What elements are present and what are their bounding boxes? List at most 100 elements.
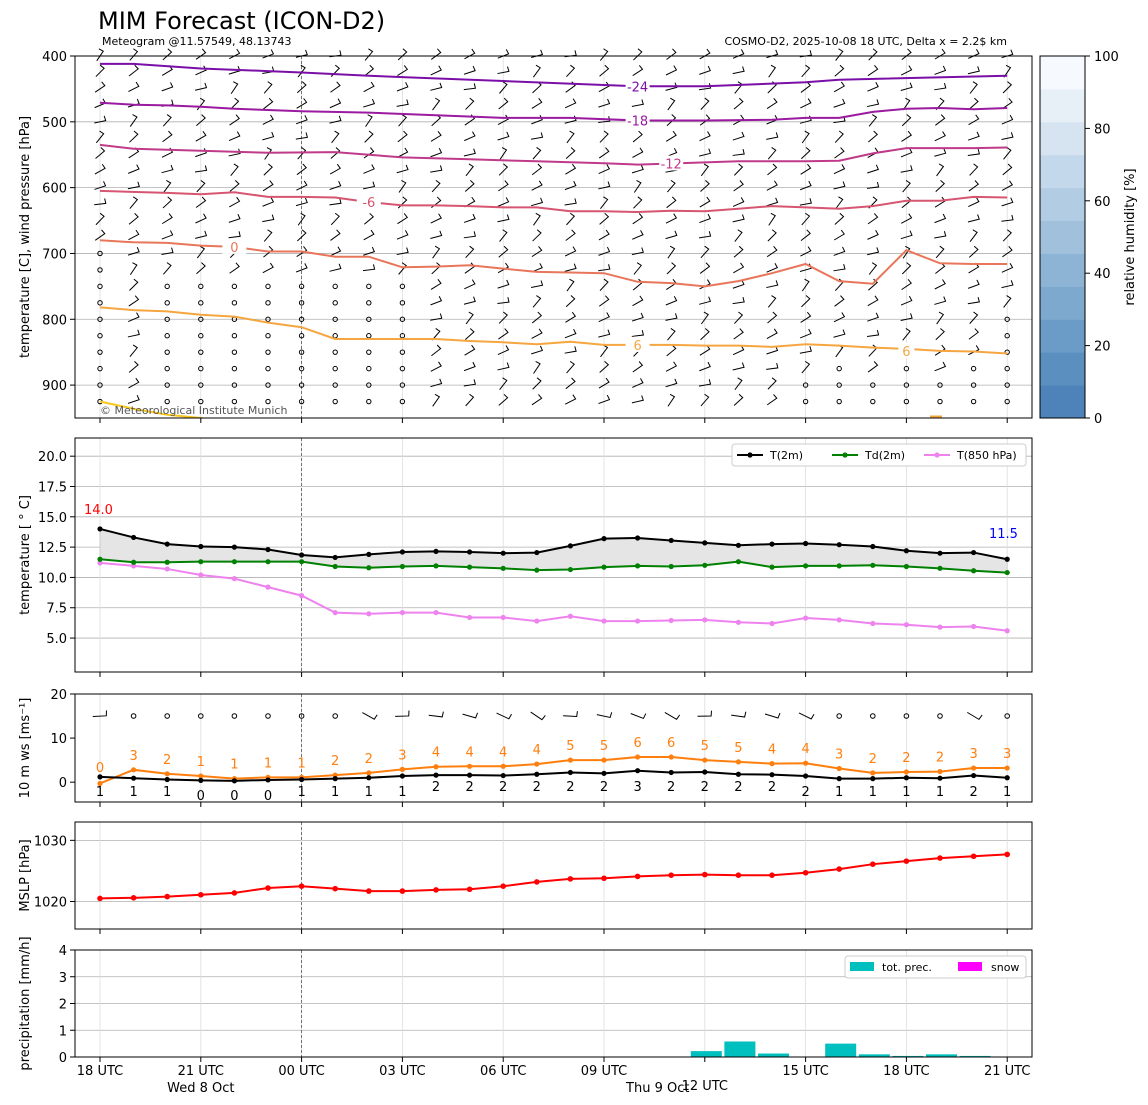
gust-value-label: 5 (734, 741, 742, 756)
calm-wind-circle (198, 713, 204, 719)
contour-label: -18 (627, 115, 648, 130)
calm-wind-circle (903, 382, 910, 388)
wind-barb (129, 114, 138, 127)
wind-barb (799, 346, 812, 354)
data-point (971, 568, 977, 574)
gust-value-label: 4 (432, 746, 440, 761)
legend: T(2m) Td(2m) T(850 hPa) (731, 443, 1027, 467)
data-point (601, 875, 607, 882)
data-point (534, 618, 540, 624)
wind-barb (296, 98, 308, 109)
calm-wind-circle (97, 333, 103, 339)
series-line (99, 561, 1008, 632)
wind-barb (463, 148, 476, 157)
wind-barb (766, 197, 779, 207)
wind-barb (127, 181, 140, 190)
data-point (299, 593, 305, 599)
contour-label-bg (625, 112, 650, 128)
wind-barb (833, 164, 846, 175)
data-point (937, 775, 943, 781)
calm-wind-circle (97, 382, 103, 388)
wind-barb (499, 377, 508, 390)
x-tick-label: 00 UTC (278, 1064, 324, 1079)
data-point (903, 858, 910, 864)
data-point (836, 776, 842, 782)
legend-marker (842, 452, 848, 458)
wind-barb (497, 362, 510, 371)
wind-barb (799, 50, 812, 58)
wind-barb (599, 48, 609, 61)
wind-barb (699, 213, 711, 224)
data-point (668, 563, 674, 570)
temperature-contour (99, 143, 1008, 166)
wind-barb (766, 362, 779, 370)
data-point (937, 624, 943, 630)
wind-barb (699, 48, 711, 60)
wind-barb (902, 179, 911, 193)
calm-wind-circle (903, 365, 910, 372)
precip-bar (724, 1041, 756, 1057)
data-point (803, 760, 809, 766)
wind-barb (868, 114, 878, 127)
speed-value-label: 1 (398, 785, 406, 800)
y-axis-label: 10 m ws [ms⁻¹] (18, 698, 33, 799)
data-point (635, 768, 641, 774)
data-point (265, 559, 271, 565)
wind-barb (264, 147, 273, 160)
colorbar-segment (1040, 385, 1085, 419)
wind-barb (667, 245, 676, 259)
wind-barb (1003, 147, 1012, 160)
calm-wind-circle (399, 333, 406, 339)
calm-wind-circle (97, 349, 103, 355)
wind-barb (699, 131, 711, 142)
precip-bar (892, 1055, 924, 1057)
data-point (803, 773, 809, 779)
wind-barb (430, 65, 442, 76)
wind-barb (128, 164, 140, 174)
wind-barb (363, 64, 375, 77)
calm-wind-circle (366, 300, 372, 306)
data-point (366, 611, 372, 617)
x-tick-label: 03 UTC (379, 1064, 425, 1079)
calm-wind-circle (332, 398, 338, 405)
wind-barb (162, 48, 173, 61)
wind-barb (563, 711, 578, 718)
colorbar-label: relative humidity [%] (1123, 168, 1138, 305)
wind-barb (766, 97, 778, 109)
data-point (735, 619, 742, 625)
wind-barb (363, 164, 375, 174)
wind-barb (867, 312, 880, 322)
data-point (164, 541, 170, 547)
legend-marker (747, 452, 753, 458)
wind-barb (499, 81, 508, 94)
wind-barb (329, 198, 342, 206)
colorbar-segment (1040, 154, 1085, 189)
wind-barb (801, 212, 811, 226)
wind-barb (833, 312, 846, 323)
calm-wind-circle (164, 398, 170, 405)
calm-wind-circle (802, 382, 809, 388)
calm-wind-circle (97, 267, 103, 273)
wind-barb (698, 231, 712, 239)
wind-barb (833, 98, 846, 108)
wind-barb (934, 361, 947, 372)
wind-barb (632, 378, 644, 388)
wind-barb (396, 164, 409, 174)
legend-label: T(2m) (769, 449, 803, 462)
data-point (399, 773, 405, 779)
max-temp-annotation: 14.0 (84, 503, 113, 518)
wind-barb (599, 130, 609, 143)
series-line (99, 756, 1008, 785)
calm-wind-circle (97, 283, 103, 290)
wind-barb (867, 65, 879, 77)
data-point (164, 771, 170, 777)
wind-barb (631, 164, 644, 174)
wind-barb (430, 361, 442, 372)
wind-barb (229, 196, 241, 208)
wind-barb (968, 245, 979, 258)
data-point (601, 770, 607, 776)
wind-barb (329, 50, 342, 58)
wind-barb (598, 147, 610, 159)
gust-value-label: 2 (365, 752, 373, 767)
legend: tot. prec. snow (844, 955, 1027, 979)
